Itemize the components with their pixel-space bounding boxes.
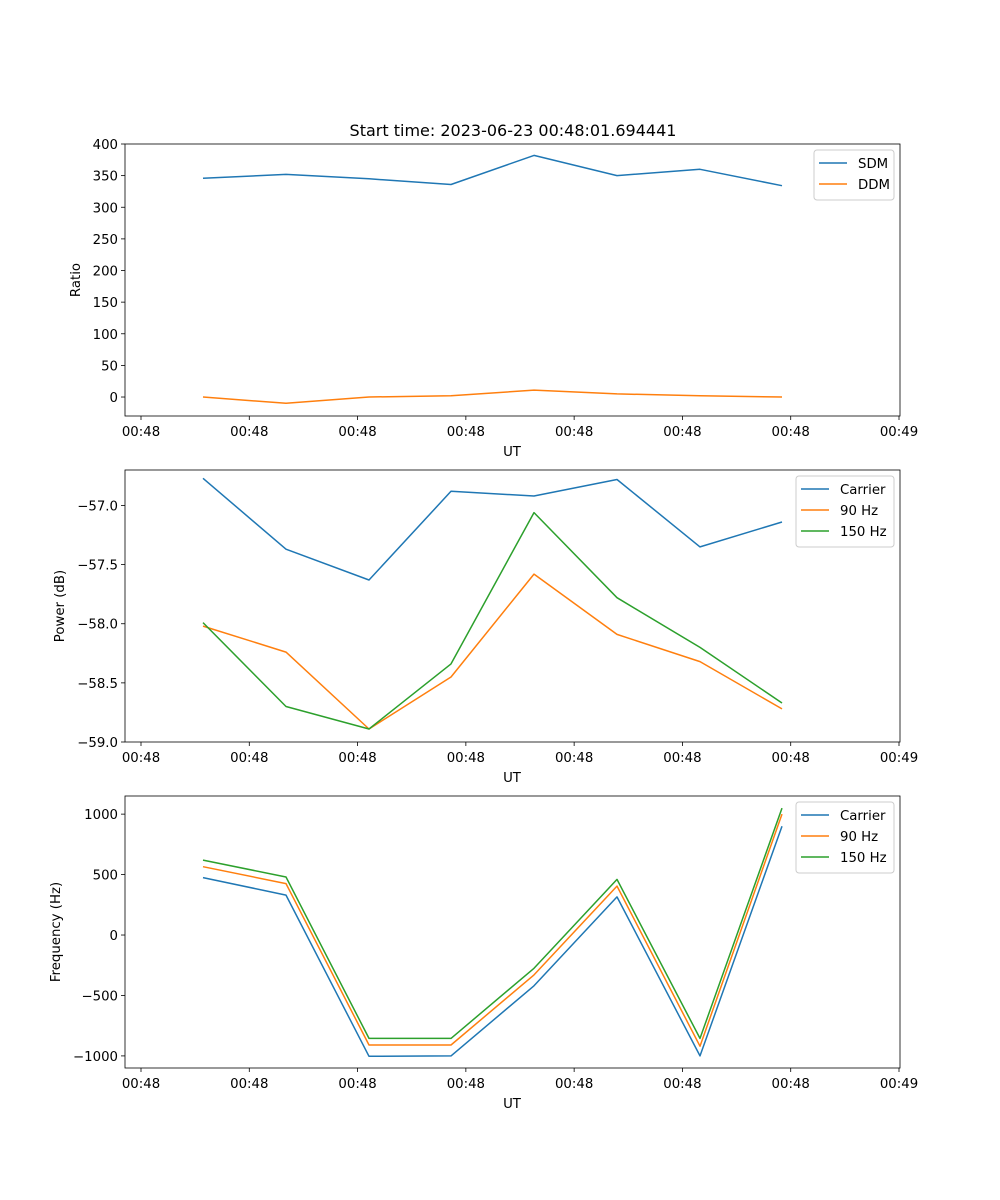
x-tick-label: 00:48 bbox=[447, 1077, 485, 1092]
legend-label: Carrier bbox=[840, 483, 886, 498]
y-tick-label: −57.0 bbox=[77, 499, 118, 514]
x-tick-label: 00:49 bbox=[880, 751, 918, 766]
x-tick-label: 00:48 bbox=[663, 751, 701, 766]
axes-frame bbox=[124, 143, 901, 417]
subplot-2: 00:48 00:48 00:48 00:48 00:48 00:48 00:48 00:49… bbox=[53, 469, 918, 786]
series-line-150-hz bbox=[202, 511, 783, 730]
x-tick-label: 00:48 bbox=[230, 751, 268, 766]
legend-box bbox=[795, 475, 895, 548]
y-tick-label: 0 bbox=[110, 929, 118, 944]
x-axis-label: UT bbox=[503, 1097, 522, 1112]
legend: Carrier 90 Hz 150 Hz bbox=[795, 475, 895, 548]
series-line-carrier bbox=[202, 477, 783, 581]
y-tick-label: 50 bbox=[101, 359, 118, 374]
x-tick-label: 00:48 bbox=[338, 425, 376, 440]
y-tick-label: −57.5 bbox=[77, 559, 118, 574]
subplot-3: 00:48 00:48 00:48 00:48 00:48 00:48 00:48 00:49… bbox=[49, 795, 918, 1112]
x-tick-label: 00:48 bbox=[230, 1077, 268, 1092]
series-line-sdm bbox=[202, 154, 783, 187]
y-tick-label: 150 bbox=[93, 296, 118, 311]
y-tick-label: −58.5 bbox=[77, 677, 118, 692]
axes-frame bbox=[124, 469, 901, 743]
y-tick-label: −59.0 bbox=[77, 736, 118, 751]
y-tick-label: 0 bbox=[110, 391, 118, 406]
subplot-1: 00:48 00:48 00:48 00:48 00:48 00:48 00:48 00:49… bbox=[69, 138, 918, 460]
y-tick-label: 500 bbox=[93, 869, 118, 884]
y-tick-label: 350 bbox=[93, 170, 118, 185]
x-tick-label: 00:48 bbox=[663, 425, 701, 440]
y-axis-label: Frequency (Hz) bbox=[49, 882, 64, 982]
series-line-ddm bbox=[202, 389, 783, 405]
legend-label: DDM bbox=[858, 178, 890, 193]
x-tick-label: 00:48 bbox=[555, 751, 593, 766]
series-line-90-hz bbox=[202, 573, 783, 730]
x-tick-label: 00:49 bbox=[880, 425, 918, 440]
series-line-carrier bbox=[202, 825, 783, 1058]
legend-label: 150 Hz bbox=[840, 851, 887, 866]
plots-container: 00:48 00:48 00:48 00:48 00:48 00:48 00:48 00:49… bbox=[49, 138, 918, 1112]
x-tick-label: 00:48 bbox=[772, 751, 810, 766]
legend: SDM DDM bbox=[813, 149, 895, 201]
x-axis-label: UT bbox=[503, 771, 522, 786]
x-tick-label: 00:48 bbox=[772, 425, 810, 440]
x-tick-label: 00:48 bbox=[555, 425, 593, 440]
x-tick-label: 00:48 bbox=[555, 1077, 593, 1092]
x-tick-label: 00:48 bbox=[338, 751, 376, 766]
y-axis-label: Ratio bbox=[69, 263, 84, 297]
y-tick-label: 300 bbox=[93, 201, 118, 216]
x-tick-label: 00:48 bbox=[122, 1077, 160, 1092]
series-line-150-hz bbox=[202, 807, 783, 1040]
legend-label: Carrier bbox=[840, 809, 886, 824]
x-tick-label: 00:48 bbox=[447, 751, 485, 766]
x-axis-label: UT bbox=[503, 445, 522, 460]
y-axis-label: Power (dB) bbox=[53, 570, 68, 642]
y-tick-label: 100 bbox=[93, 328, 118, 343]
y-tick-label: 1000 bbox=[84, 808, 118, 823]
y-tick-label: −500 bbox=[81, 989, 118, 1004]
x-tick-label: 00:49 bbox=[880, 1077, 918, 1092]
legend-label: 90 Hz bbox=[840, 830, 878, 845]
x-tick-label: 00:48 bbox=[772, 1077, 810, 1092]
y-tick-label: 400 bbox=[93, 138, 118, 153]
y-tick-label: −1000 bbox=[73, 1050, 118, 1065]
axes-frame bbox=[124, 795, 901, 1069]
legend-label: 90 Hz bbox=[840, 504, 878, 519]
y-tick-label: −58.0 bbox=[77, 618, 118, 633]
x-tick-label: 00:48 bbox=[338, 1077, 376, 1092]
x-tick-label: 00:48 bbox=[122, 425, 160, 440]
x-tick-label: 00:48 bbox=[122, 751, 160, 766]
x-tick-label: 00:48 bbox=[447, 425, 485, 440]
legend: Carrier 90 Hz 150 Hz bbox=[795, 801, 895, 874]
y-tick-label: 250 bbox=[93, 233, 118, 248]
x-tick-label: 00:48 bbox=[663, 1077, 701, 1092]
legend-label: SDM bbox=[858, 157, 888, 172]
x-tick-label: 00:48 bbox=[230, 425, 268, 440]
figure-title: Start time: 2023-06-23 00:48:01.694441 bbox=[350, 121, 677, 140]
series-line-90-hz bbox=[202, 813, 783, 1047]
legend-box bbox=[795, 801, 895, 874]
legend-label: 150 Hz bbox=[840, 525, 887, 540]
y-tick-label: 200 bbox=[93, 265, 118, 280]
